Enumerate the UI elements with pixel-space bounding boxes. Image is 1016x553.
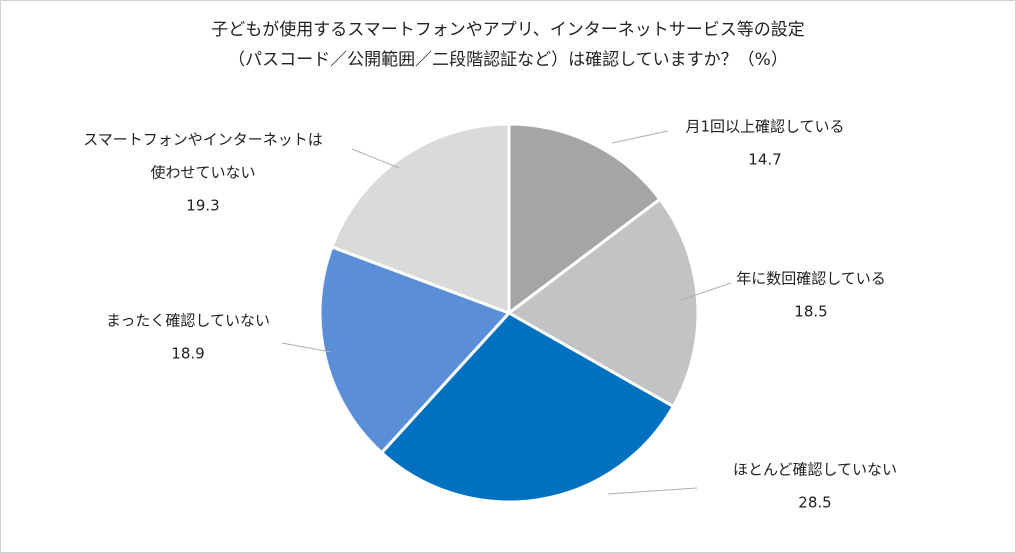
pie-slice-4 [318, 245, 511, 455]
pie-slice-3 [380, 311, 675, 504]
pie-slice-5 [330, 122, 511, 315]
leader-line-2 [680, 282, 732, 301]
slice-label-5-line-2: 使わせていない [150, 164, 255, 182]
slice-label-1: 月1回以上確認している [685, 118, 844, 136]
pie-slice-2 [507, 197, 700, 408]
slice-label-2: 年に数回確認している [736, 270, 886, 288]
slice-value-3: 28.5 [798, 494, 831, 512]
slice-label-5-line-1: スマートフォンやインターネットは [83, 131, 323, 149]
chart-subtitle: （パスコード／公開範囲／二段階認証など）は確認していますか？（%） [228, 50, 788, 70]
slice-value-1: 14.7 [748, 151, 781, 169]
leader-lines [281, 130, 732, 495]
pie-slice-1 [507, 122, 662, 315]
slice-label-4: まったく確認していない [106, 312, 270, 330]
slice-label-3: ほとんど確認していない [733, 461, 897, 479]
leader-line-4 [281, 342, 332, 353]
chart-title: 子どもが使用するスマートフォンやアプリ、インターネットサービス等の設定 [211, 20, 805, 40]
leader-line-3 [607, 487, 698, 495]
slice-labels: 月1回以上確認している 14.7 年に数回確認している 18.5 ほとんど確認していない… [83, 118, 897, 512]
slice-value-2: 18.5 [794, 303, 827, 321]
leader-line-5 [351, 148, 400, 169]
pie-slices [318, 122, 700, 504]
leader-line-1 [611, 130, 669, 144]
slice-value-5: 19.3 [186, 197, 219, 215]
slice-value-4: 18.9 [171, 345, 204, 363]
